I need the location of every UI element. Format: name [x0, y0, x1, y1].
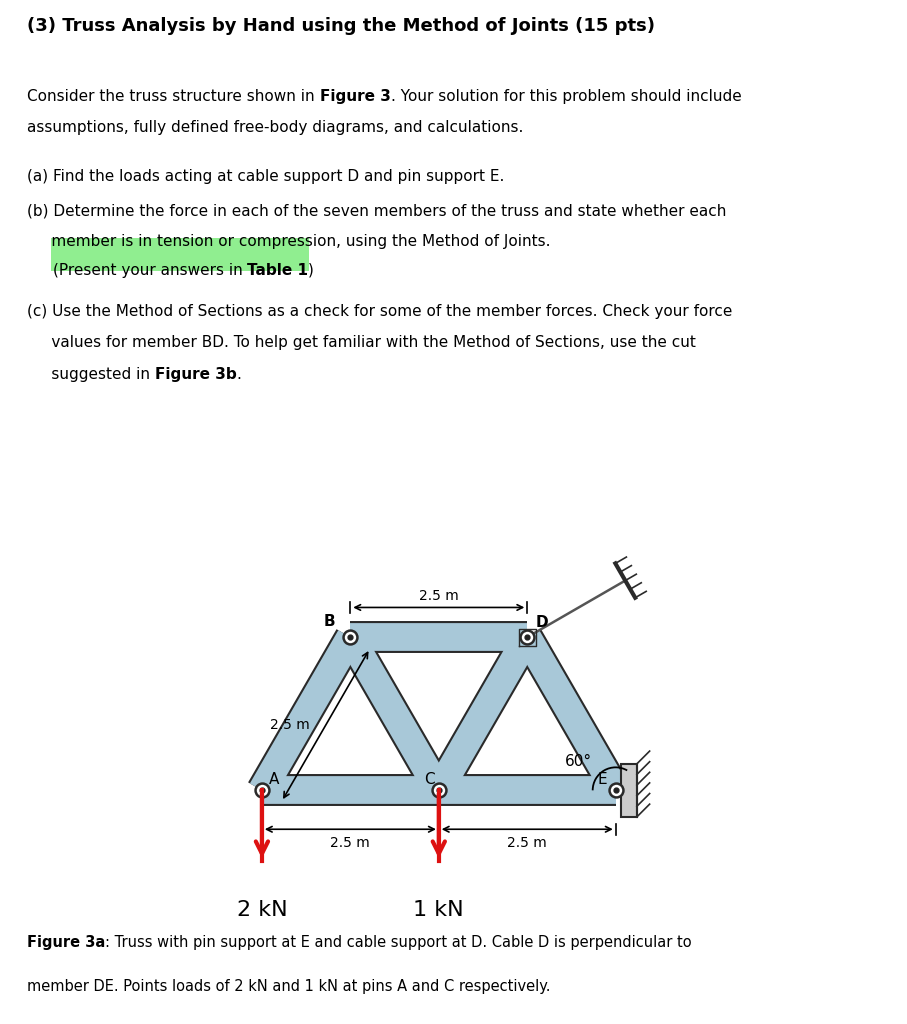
- Text: (3) Truss Analysis by Hand using the Method of Joints (15 pts): (3) Truss Analysis by Hand using the Met…: [27, 17, 655, 35]
- Text: 2.5 m: 2.5 m: [507, 837, 547, 850]
- Text: : Truss with pin support at E and cable support at D. Cable D is perpendicular t: : Truss with pin support at E and cable …: [105, 936, 692, 950]
- Text: Table 1: Table 1: [248, 262, 308, 278]
- Text: member DE. Points loads of 2 kN and 1 kN at pins A and C respectively.: member DE. Points loads of 2 kN and 1 kN…: [27, 979, 551, 993]
- Bar: [621, 764, 637, 817]
- Text: Figure 3: Figure 3: [319, 89, 391, 103]
- FancyBboxPatch shape: [51, 238, 309, 270]
- Text: (c) Use the Method of Sections as a check for some of the member forces. Check y: (c) Use the Method of Sections as a chec…: [27, 304, 733, 318]
- Text: .: .: [237, 367, 241, 382]
- Text: values for member BD. To help get familiar with the Method of Sections, use the : values for member BD. To help get famili…: [27, 336, 696, 350]
- Text: 1 kN: 1 kN: [414, 900, 464, 920]
- Text: ): ): [308, 262, 314, 278]
- Text: . Your solution for this problem should include: . Your solution for this problem should …: [391, 89, 741, 103]
- Text: Figure 3b: Figure 3b: [155, 367, 237, 382]
- Text: E: E: [598, 772, 607, 786]
- Text: member is in tension or compression, using the Method of Joints.: member is in tension or compression, usi…: [27, 233, 551, 249]
- Text: suggested in: suggested in: [27, 367, 155, 382]
- Text: 2 kN: 2 kN: [237, 900, 288, 920]
- Text: 2.5 m: 2.5 m: [270, 718, 310, 732]
- Text: 2.5 m: 2.5 m: [419, 589, 459, 602]
- Text: Figure 3a: Figure 3a: [27, 936, 105, 950]
- Text: A: A: [269, 772, 279, 786]
- Text: D: D: [536, 615, 549, 630]
- Text: 60°: 60°: [565, 754, 592, 769]
- Text: assumptions, fully defined free-body diagrams, and calculations.: assumptions, fully defined free-body dia…: [27, 121, 523, 135]
- Text: (a) Find the loads acting at cable support D and pin support E.: (a) Find the loads acting at cable suppo…: [27, 169, 504, 184]
- Text: (b) Determine the force in each of the seven members of the truss and state whet: (b) Determine the force in each of the s…: [27, 204, 727, 218]
- Text: B: B: [323, 613, 335, 629]
- Text: 2.5 m: 2.5 m: [330, 837, 370, 850]
- Text: Consider the truss structure shown in: Consider the truss structure shown in: [27, 89, 319, 103]
- Text: C: C: [424, 772, 434, 786]
- Text: (Present your answers in: (Present your answers in: [53, 262, 248, 278]
